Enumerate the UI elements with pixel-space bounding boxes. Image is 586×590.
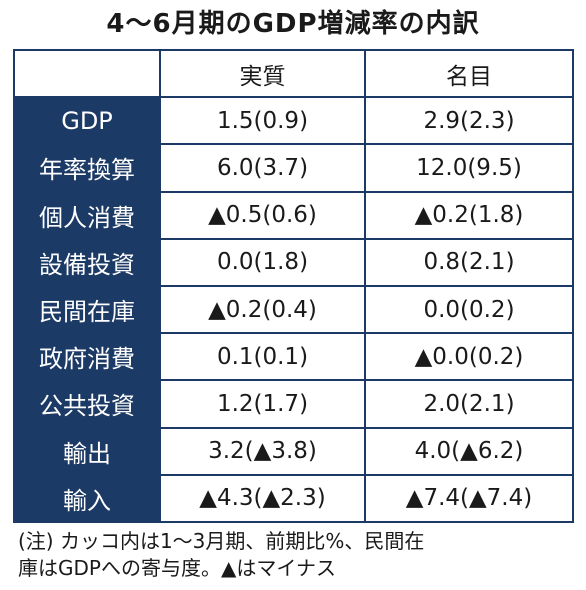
cell-nominal: 0.8(2.1) — [364, 237, 574, 287]
cell-real: 0.1(0.1) — [159, 332, 366, 382]
row-label: 輸出 — [13, 426, 161, 476]
row-label: 設備投資 — [13, 238, 161, 287]
cell-nominal: 2.9(2.3) — [364, 96, 574, 146]
row-label: 民間在庫 — [13, 285, 161, 335]
row-label: 輸入 — [13, 474, 161, 523]
footnote-line-2: 庫はGDPへの寄与度。▲はマイナス — [18, 556, 336, 580]
table-row: 年率換算 6.0(3.7) 12.0(9.5) — [13, 143, 574, 193]
cell-real: 1.2(1.7) — [159, 379, 366, 429]
cell-nominal: 0.0(0.2) — [364, 284, 574, 335]
page-title: 4～6月期のGDP増減率の内訳 — [106, 9, 480, 39]
cell-real: 0.0(1.8) — [159, 237, 366, 287]
cell-nominal: ▲0.2(1.8) — [364, 190, 574, 240]
row-label: 個人消費 — [13, 191, 161, 240]
cell-real: ▲0.5(0.6) — [159, 190, 366, 240]
cell-nominal: 4.0(▲6.2) — [364, 426, 574, 476]
cell-real: ▲4.3(▲2.3) — [159, 473, 366, 523]
cell-nominal: ▲7.4(▲7.4) — [364, 473, 574, 523]
row-label: 年率換算 — [13, 143, 161, 193]
table-row: 民間在庫 ▲0.2(0.4) 0.0(0.2) — [13, 284, 574, 335]
footnote-line-1: (注) カッコ内は1～3月期、前期比%、民間在 — [18, 529, 425, 553]
cell-real: 6.0(3.7) — [159, 143, 366, 193]
row-label: GDP — [13, 96, 161, 146]
row-label: 政府消費 — [13, 332, 161, 382]
cell-real: 1.5(0.9) — [159, 96, 366, 146]
cell-nominal: ▲0.0(0.2) — [364, 332, 574, 382]
table-row: 設備投資 0.0(1.8) 0.8(2.1) — [13, 237, 574, 287]
header-row: 実質 名目 — [13, 48, 574, 99]
header-nominal: 名目 — [364, 48, 574, 99]
row-label: 公共投資 — [13, 379, 161, 429]
table-row: 政府消費 0.1(0.1) ▲0.0(0.2) — [13, 332, 574, 382]
cell-real: 3.2(▲3.8) — [159, 426, 366, 476]
header-corner — [13, 48, 161, 99]
table-row: 輸入 ▲4.3(▲2.3) ▲7.4(▲7.4) — [13, 473, 574, 523]
header-real: 実質 — [159, 48, 366, 99]
table-row: GDP 1.5(0.9) 2.9(2.3) — [13, 96, 574, 146]
footnote: (注) カッコ内は1～3月期、前期比%、民間在 庫はGDPへの寄与度。▲はマイナ… — [18, 528, 578, 582]
cell-nominal: 12.0(9.5) — [364, 143, 574, 193]
table-row: 個人消費 ▲0.5(0.6) ▲0.2(1.8) — [13, 190, 574, 240]
cell-nominal: 2.0(2.1) — [364, 379, 574, 429]
table-row: 公共投資 1.2(1.7) 2.0(2.1) — [13, 379, 574, 429]
cell-real: ▲0.2(0.4) — [159, 284, 366, 335]
table-row: 輸出 3.2(▲3.8) 4.0(▲6.2) — [13, 426, 574, 476]
gdp-breakdown-table: 実質 名目 GDP 1.5(0.9) 2.9(2.3) 年率換算 6.0(3.7… — [13, 48, 574, 523]
